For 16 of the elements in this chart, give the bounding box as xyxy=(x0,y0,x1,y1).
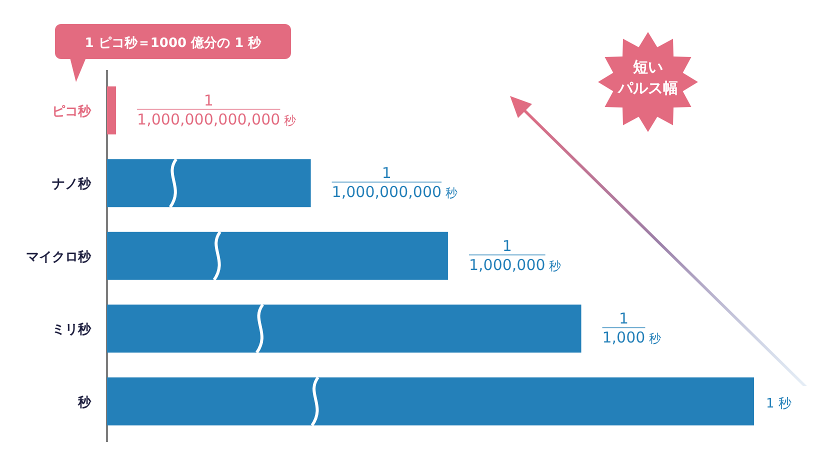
annotation: 1 xyxy=(618,310,628,328)
text: 1 ピコ秒＝1000 億分の 1 秒 xyxy=(84,35,262,51)
annotation: 1 xyxy=(204,91,214,110)
annotation: 1,000,000 秒 xyxy=(468,256,562,274)
annotation: 1,000,000,000,000 秒 xyxy=(137,110,296,128)
y-tick-label: ミリ秒 xyxy=(52,322,92,338)
annotation: 1,000,000,000 秒 xyxy=(332,183,458,202)
annotation: 1 xyxy=(382,164,392,182)
y-tick-label: マイクロ秒 xyxy=(26,250,92,265)
y-tick-label: 秒 xyxy=(77,395,92,410)
text: 1 秒 xyxy=(766,396,792,412)
annotation: 1,000 秒 xyxy=(602,328,662,347)
annotation: 短いパルス幅 xyxy=(617,58,678,97)
y-tick-label: ナノ秒 xyxy=(52,177,92,192)
y-tick-label: ピコ秒 xyxy=(52,104,92,120)
annotation: 1 xyxy=(502,236,512,255)
